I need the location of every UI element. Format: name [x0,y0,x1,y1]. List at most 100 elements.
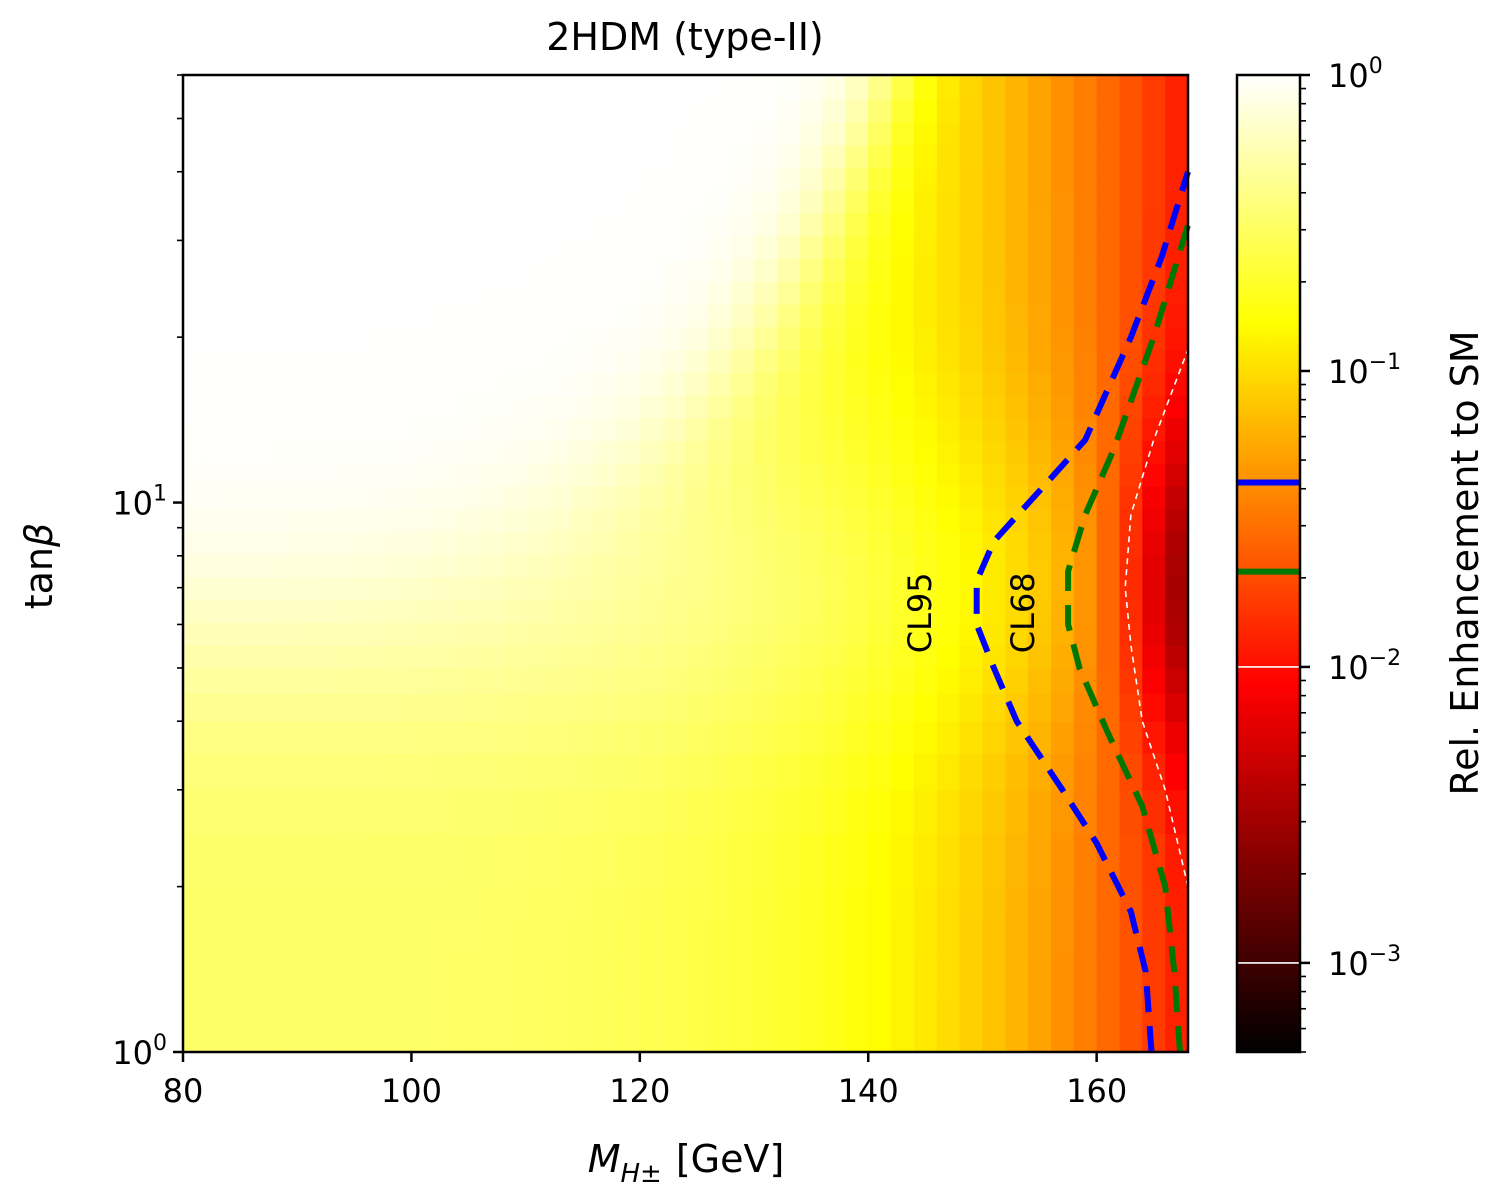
heatmap-cell [548,554,572,578]
heatmap-cell [479,417,504,442]
heatmap-cell [639,144,664,169]
heatmap-cell [708,304,732,328]
heatmap-cell [434,213,458,237]
heatmap-cell [228,531,253,555]
heatmap-cell [1096,326,1120,351]
heatmap-cell [320,349,344,373]
heatmap-cell [320,372,344,396]
heatmap-cell [525,693,549,722]
heatmap-cell [959,789,983,834]
colorbar-tick-label-exp: −2 [1369,646,1401,671]
heatmap-cell [1142,144,1166,169]
heatmap-cell [913,213,938,237]
heatmap-cell [822,122,846,146]
heatmap-cell [1096,531,1120,555]
heatmap-cell [457,486,481,510]
heatmap-cell [845,693,869,722]
heatmap-cell [822,326,846,351]
heatmap-cell [776,326,801,351]
heatmap-cell [365,349,390,373]
heatmap-cell [183,122,207,146]
heatmap-cell [434,122,458,146]
heatmap-cell [845,577,869,601]
heatmap-cell [479,833,504,888]
heatmap-cell [1096,190,1120,214]
heatmap-cell [1119,577,1143,601]
heatmap-cell [183,955,207,1000]
heatmap-cell [1051,486,1075,510]
heatmap-cell [754,281,778,305]
heatmap-cell [1005,531,1029,555]
heatmap-cell [959,531,983,555]
heatmap-cell [799,622,824,646]
heatmap-cell [1028,349,1052,373]
heatmap-cell [617,190,641,214]
heatmap-cell [1142,440,1166,464]
heatmap-cell [320,554,344,578]
heatmap-cell [936,998,961,1053]
heatmap-cell [411,213,435,237]
heatmap-cell [708,955,732,1000]
heatmap-cell [708,508,732,532]
heatmap-cell [662,693,687,722]
heatmap-cell [1051,508,1075,532]
heatmap-cell [891,721,915,754]
heatmap-cell [228,440,253,464]
heatmap-cell [1096,440,1120,464]
heatmap-cell [1165,554,1189,578]
heatmap-cell [251,144,275,169]
heatmap-cell [1073,554,1098,578]
heatmap-cell [342,372,367,396]
heatmap-cell [502,998,527,1053]
heatmap-cell [1165,789,1189,834]
heatmap-cell [183,395,207,419]
heatmap-cell [297,144,321,169]
heatmap-cell [342,789,367,834]
heatmap-cell [320,833,344,888]
heatmap-cell [251,99,275,123]
heatmap-cell [183,668,207,694]
heatmap-cell [1028,833,1052,888]
heatmap-cell [365,395,390,419]
heatmap-cell [274,531,298,555]
heatmap-cell [731,76,755,100]
heatmap-cell [1028,463,1052,487]
heatmap-cell [434,833,458,888]
heatmap-cell [525,599,549,623]
heatmap-cell [1096,668,1120,694]
heatmap-cell [685,955,709,1000]
heatmap-cell [1096,998,1120,1053]
heatmap-cell [913,668,938,694]
heatmap-cell [320,417,344,442]
heatmap-cell [891,577,915,601]
heatmap-cell [1165,693,1189,722]
heatmap-cell [891,918,915,956]
heatmap-cell [183,508,207,532]
heatmap-cell [617,833,641,888]
heatmap-cell [1028,372,1052,396]
heatmap-cell [457,531,481,555]
heatmap-cell [982,76,1006,100]
heatmap-cell [571,998,595,1053]
heatmap-cell [799,372,824,396]
heatmap-cell [457,599,481,623]
heatmap-cell [274,190,298,214]
heatmap-cell [868,508,892,532]
heatmap-cell [1073,122,1098,146]
heatmap-cell [1073,235,1098,260]
heatmap-cell [525,753,549,791]
heatmap-cell [731,463,755,487]
heatmap-cell [913,753,938,791]
heatmap-cell [183,213,207,237]
heatmap-cell [617,304,641,328]
heatmap-cell [1096,349,1120,373]
heatmap-cell [1051,213,1075,237]
heatmap-cell [799,122,824,146]
heatmap-cell [411,599,435,623]
heatmap-cell [502,753,527,791]
heatmap-cell [251,213,275,237]
heatmap-cell [297,304,321,328]
heatmap-cell [685,144,709,169]
heatmap-cell [251,167,275,191]
heatmap-cell [502,122,527,146]
